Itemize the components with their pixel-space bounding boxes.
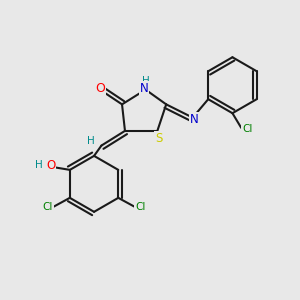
Text: O: O bbox=[95, 82, 105, 95]
Text: H: H bbox=[142, 76, 149, 86]
Text: N: N bbox=[140, 82, 148, 95]
Text: Cl: Cl bbox=[43, 202, 53, 212]
Text: Cl: Cl bbox=[242, 124, 252, 134]
Text: Cl: Cl bbox=[135, 202, 146, 212]
Text: S: S bbox=[155, 132, 163, 145]
Text: H: H bbox=[87, 136, 95, 146]
Text: O: O bbox=[46, 159, 55, 172]
Text: N: N bbox=[190, 112, 199, 126]
Text: H: H bbox=[35, 160, 43, 170]
